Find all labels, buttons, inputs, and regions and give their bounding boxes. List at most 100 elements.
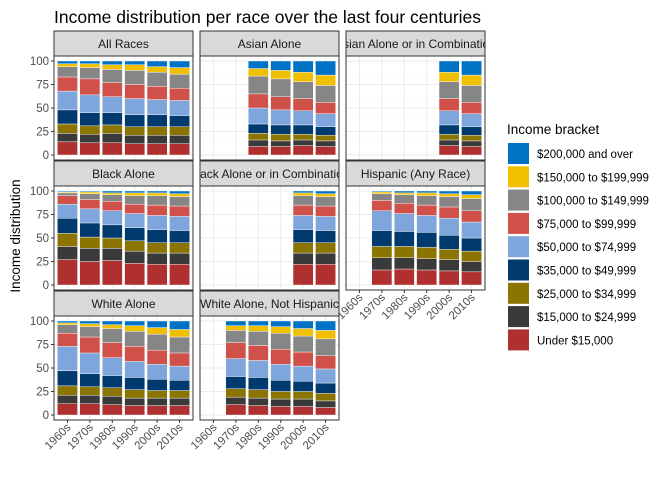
bar-segment <box>292 398 314 407</box>
bar-segment <box>371 193 393 201</box>
y-tick-label: 75 <box>36 340 49 352</box>
bar-segment <box>57 133 78 143</box>
bar-segment <box>79 336 101 354</box>
bar-segment <box>315 140 336 147</box>
bar-segment <box>315 330 336 340</box>
bar-segment <box>79 94 101 113</box>
bar-segment <box>102 342 123 358</box>
bar-segment <box>57 63 78 67</box>
bar-segment <box>79 199 101 210</box>
legend-swatch <box>508 189 529 211</box>
bar-segment <box>292 204 314 216</box>
bar-segment <box>438 190 460 195</box>
bar-segment <box>461 194 482 199</box>
bar-segment <box>315 196 336 207</box>
legend-swatch <box>508 259 529 281</box>
bar-segment <box>315 382 336 394</box>
bar-segment <box>270 406 291 416</box>
bar-segment <box>102 260 123 286</box>
bar-segment <box>146 72 168 87</box>
bar-segment <box>124 240 145 252</box>
bar-segment <box>438 124 460 135</box>
bar-segment <box>169 67 190 75</box>
bar-segment <box>225 330 247 343</box>
bar-segment <box>315 205 336 217</box>
bar-segment <box>461 221 482 239</box>
bar-segment <box>292 380 314 392</box>
bar-segment <box>461 102 482 114</box>
bar-segment <box>248 377 269 390</box>
bar-segment <box>315 60 336 76</box>
y-tick-label: 100 <box>30 56 49 68</box>
bar-segment <box>124 190 145 194</box>
legend-entry-label: $50,000 to $74,999 <box>537 242 636 254</box>
bar-segment <box>225 396 247 405</box>
legend-swatch <box>508 212 529 234</box>
bar-segment <box>315 193 336 197</box>
bar-segment <box>102 133 123 143</box>
bar-segment <box>146 195 168 206</box>
y-tick-label: 75 <box>36 80 49 92</box>
bar-segment <box>169 252 190 265</box>
bar-segment <box>292 328 314 337</box>
facet-panel: Asian Alone or in Combination <box>345 30 486 161</box>
bar-segment <box>146 143 168 156</box>
bar-segment <box>292 351 314 367</box>
bar-segment <box>248 325 269 332</box>
bar-segment <box>124 389 145 399</box>
y-tick-label: 50 <box>36 233 49 245</box>
bar-segment <box>57 333 78 347</box>
bar-segment <box>461 146 482 156</box>
bar-segment <box>315 135 336 142</box>
bar-segment <box>315 252 336 265</box>
bar-segment <box>102 324 123 329</box>
bar-segment <box>79 208 101 224</box>
bar-segment <box>102 328 123 343</box>
bar-segment <box>248 360 269 378</box>
legend-swatch <box>508 282 529 304</box>
bar-segment <box>371 210 393 231</box>
bar-segment <box>124 192 145 196</box>
legend: Income bracket $200,000 and over $150,000… <box>507 122 649 351</box>
bar-segment <box>315 126 336 136</box>
bar-segment <box>79 236 101 249</box>
bar-segment <box>102 190 123 194</box>
bar-segment <box>169 193 190 197</box>
bar-segment <box>102 210 123 226</box>
legend-entry-label: $150,000 to $199,999 <box>537 172 649 184</box>
panel-border <box>345 185 486 291</box>
bar-segment <box>315 74 336 86</box>
bar-segment <box>438 60 460 73</box>
bar-segment <box>394 192 415 195</box>
bar-segment <box>102 320 123 325</box>
bar-segment <box>315 190 336 195</box>
facet-panel: Black Alone or in Combination <box>199 160 340 291</box>
bar-segment <box>248 133 269 141</box>
bar-segment <box>102 224 123 239</box>
bar-segment <box>102 60 123 65</box>
bar-segment <box>248 146 269 156</box>
bar-segment <box>270 326 291 334</box>
bar-segment <box>248 93 269 109</box>
bar-segment <box>124 331 145 347</box>
bar-segment <box>292 335 314 353</box>
bar-segment <box>146 86 168 100</box>
bar-segment <box>169 336 190 354</box>
bar-segment <box>79 403 101 416</box>
bar-segment <box>169 365 190 381</box>
x-tick-label: 2010s <box>447 291 478 322</box>
bar-segment <box>270 124 291 135</box>
facet-strip-label: Hispanic (Any Race) <box>361 167 470 181</box>
y-tick-label: 50 <box>36 103 49 115</box>
bar-segment <box>292 406 314 416</box>
bar-segment <box>124 405 145 416</box>
legend-swatch <box>508 236 529 258</box>
bar-segment <box>102 194 123 202</box>
legend-swatch <box>508 306 529 328</box>
bar-segment <box>79 67 101 80</box>
bar-segment <box>57 90 78 111</box>
bar-segment <box>394 231 415 247</box>
bar-segment <box>292 145 314 156</box>
bar-segment <box>292 98 314 112</box>
bar-segment <box>124 84 145 99</box>
